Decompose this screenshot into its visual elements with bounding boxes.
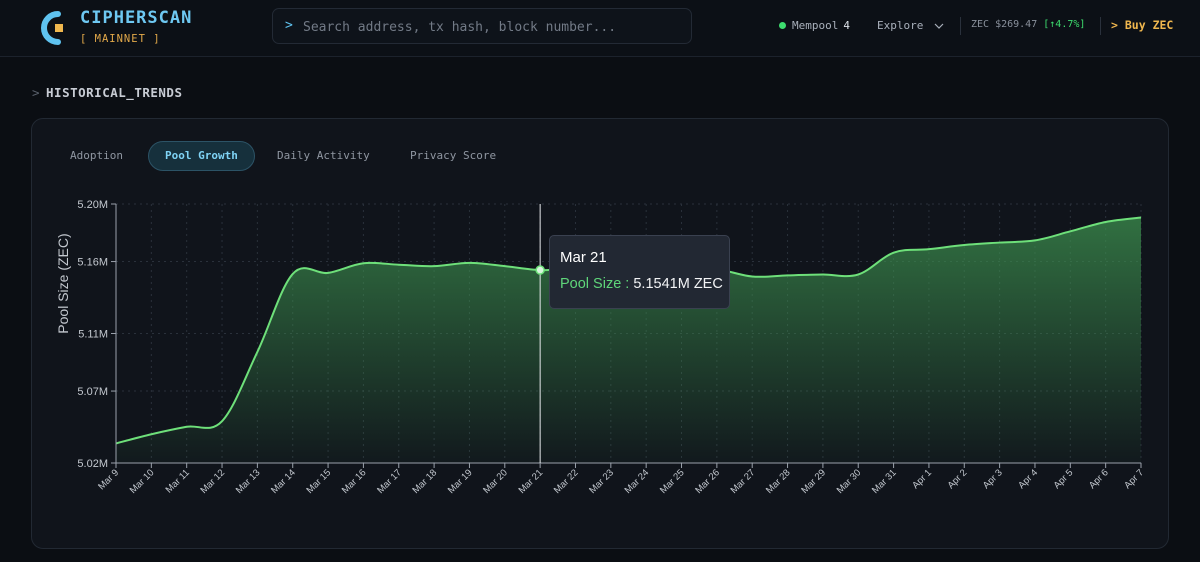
x-tick-label: Mar 21 <box>517 467 546 496</box>
zec-price: ZEC $269.47 [↑4.7%] <box>971 19 1085 30</box>
x-tick-label: Mar 9 <box>96 467 121 492</box>
x-tick-label: Mar 27 <box>729 467 758 496</box>
x-tick-label: Mar 19 <box>446 467 475 496</box>
tooltip-value: 5.1541M ZEC <box>633 276 723 292</box>
tab-adoption[interactable]: Adoption <box>70 149 123 162</box>
price-change: [↑4.7%] <box>1043 19 1086 30</box>
x-tick-label: Mar 31 <box>870 467 899 496</box>
buy-label: Buy ZEC <box>1124 18 1174 32</box>
cipherscan-logo-icon[interactable] <box>36 10 68 46</box>
y-tick-label: 5.02M <box>77 458 108 470</box>
x-tick-label: Mar 25 <box>658 467 687 496</box>
x-tick-label: Apr 4 <box>1016 467 1040 491</box>
x-tick-label: Mar 29 <box>799 467 828 496</box>
header-divider <box>1100 17 1101 35</box>
network-badge: [ MAINNET ] <box>80 33 161 45</box>
mempool-count: 4 <box>843 19 850 32</box>
section-title: > HISTORICAL_TRENDS <box>32 85 182 100</box>
tab-pool-growth[interactable]: Pool Growth <box>148 141 255 171</box>
x-tick-label: Mar 17 <box>375 467 404 496</box>
x-tick-label: Mar 22 <box>552 467 581 496</box>
price-value: ZEC $269.47 <box>971 19 1038 30</box>
series-area <box>116 217 1141 463</box>
tooltip-value-line: Pool Size : 5.1541M ZEC <box>560 276 723 292</box>
buy-prompt: > <box>1111 18 1118 32</box>
x-tick-label: Mar 14 <box>269 467 298 496</box>
x-tick-label: Mar 28 <box>764 467 793 496</box>
y-tick-label: 5.16M <box>77 257 108 269</box>
x-tick-label: Mar 23 <box>587 467 616 496</box>
tooltip-series-label: Pool Size : <box>560 276 630 292</box>
x-tick-label: Mar 24 <box>623 467 652 496</box>
x-tick-label: Apr 6 <box>1087 467 1111 491</box>
y-tick-label: 5.07M <box>77 386 108 398</box>
header-divider <box>960 17 961 35</box>
x-tick-label: Mar 15 <box>304 467 333 496</box>
buy-zec-button[interactable]: > Buy ZEC <box>1111 18 1173 32</box>
y-axis-label: Pool Size (ZEC) <box>55 233 71 333</box>
hover-data-point <box>535 265 545 275</box>
x-tick-label: Mar 26 <box>693 467 722 496</box>
brand-name[interactable]: CIPHERSCAN <box>80 8 193 28</box>
x-tick-label: Apr 7 <box>1122 467 1146 491</box>
explore-label: Explore <box>877 19 924 32</box>
tooltip-date: Mar 21 <box>560 249 607 266</box>
x-tick-label: Mar 12 <box>198 467 227 496</box>
section-prompt: > <box>32 85 41 100</box>
x-tick-label: Apr 1 <box>910 467 934 491</box>
x-tick-label: Mar 13 <box>234 467 263 496</box>
section-title-text: HISTORICAL_TRENDS <box>46 85 183 100</box>
x-tick-label: Mar 30 <box>835 467 864 496</box>
search-input[interactable] <box>303 15 683 39</box>
chevron-down-icon <box>934 23 944 29</box>
tab-privacy-score[interactable]: Privacy Score <box>410 149 497 162</box>
explore-menu[interactable]: Explore <box>877 19 944 32</box>
x-tick-label: Apr 5 <box>1052 467 1076 491</box>
x-tick-label: Apr 2 <box>946 467 970 491</box>
top-header: CIPHERSCAN [ MAINNET ] > Mempool 4 Explo… <box>0 0 1200 57</box>
x-tick-label: Mar 10 <box>128 467 157 496</box>
x-tick-label: Mar 18 <box>411 467 440 496</box>
x-tick-label: Mar 20 <box>481 467 510 496</box>
search-prompt-icon: > <box>285 18 293 33</box>
x-tick-label: Mar 16 <box>340 467 369 496</box>
chart-tooltip: Mar 21 Pool Size : 5.1541M ZEC <box>549 235 730 309</box>
y-tick-label: 5.11M <box>78 329 108 341</box>
status-dot-icon <box>779 22 786 29</box>
mempool-label: Mempool <box>792 19 839 32</box>
mempool-indicator[interactable]: Mempool 4 <box>779 19 850 32</box>
tab-daily-activity[interactable]: Daily Activity <box>277 149 370 162</box>
search-box[interactable]: > <box>272 8 692 44</box>
x-tick-label: Apr 3 <box>981 467 1005 491</box>
x-tick-label: Mar 11 <box>164 467 192 495</box>
y-tick-label: 5.20M <box>77 199 108 211</box>
